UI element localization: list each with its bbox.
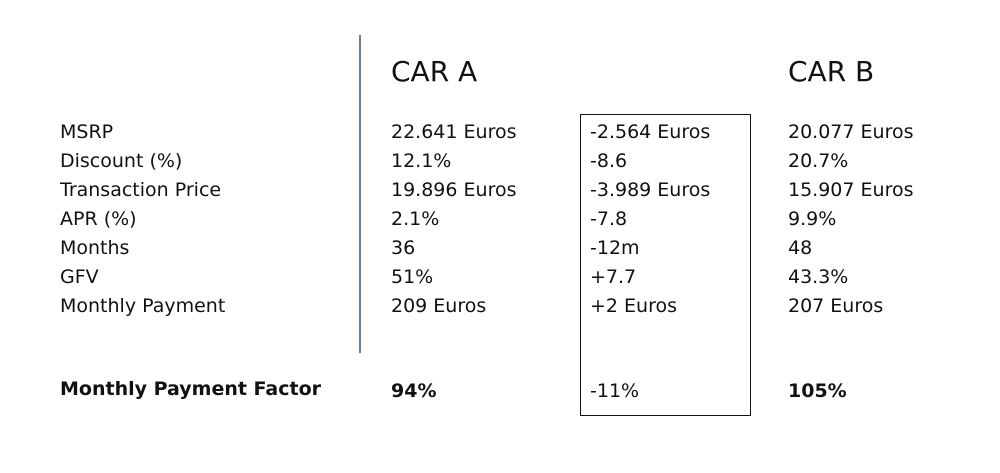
summary-label: Monthly Payment Factor [60, 378, 322, 400]
row-diff: -8.6 [590, 150, 628, 172]
row-car-b: 9.9% [788, 208, 837, 230]
row-label: Months [60, 237, 130, 259]
column-divider [359, 35, 361, 353]
row-car-a: 19.896 Euros [391, 179, 517, 201]
row-label: GFV [60, 266, 99, 288]
car-b-header: CAR B [788, 55, 875, 88]
row-car-b: 20.077 Euros [788, 121, 914, 143]
row-car-a: 36 [391, 237, 416, 259]
row-diff: -7.8 [590, 208, 628, 230]
row-car-a: 209 Euros [391, 295, 487, 317]
summary-car-b: 105% [788, 380, 847, 402]
row-diff: -2.564 Euros [590, 121, 711, 143]
difference-box [580, 114, 751, 416]
summary-car-a: 94% [391, 380, 437, 402]
row-diff: +2 Euros [590, 295, 678, 317]
row-car-b: 43.3% [788, 266, 849, 288]
row-label: Transaction Price [60, 179, 222, 201]
row-diff: -12m [590, 237, 640, 259]
row-diff: +7.7 [590, 266, 637, 288]
row-label: APR (%) [60, 208, 137, 230]
row-diff: -3.989 Euros [590, 179, 711, 201]
row-car-b: 207 Euros [788, 295, 884, 317]
car-a-header: CAR A [391, 55, 478, 88]
row-label: Monthly Payment [60, 295, 226, 317]
row-car-a: 22.641 Euros [391, 121, 517, 143]
row-car-b: 48 [788, 237, 813, 259]
row-car-a: 51% [391, 266, 434, 288]
row-car-b: 15.907 Euros [788, 179, 914, 201]
row-label: Discount (%) [60, 150, 183, 172]
row-car-a: 12.1% [391, 150, 452, 172]
summary-diff: -11% [590, 380, 640, 402]
row-car-a: 2.1% [391, 208, 440, 230]
row-label: MSRP [60, 121, 114, 143]
row-car-b: 20.7% [788, 150, 849, 172]
